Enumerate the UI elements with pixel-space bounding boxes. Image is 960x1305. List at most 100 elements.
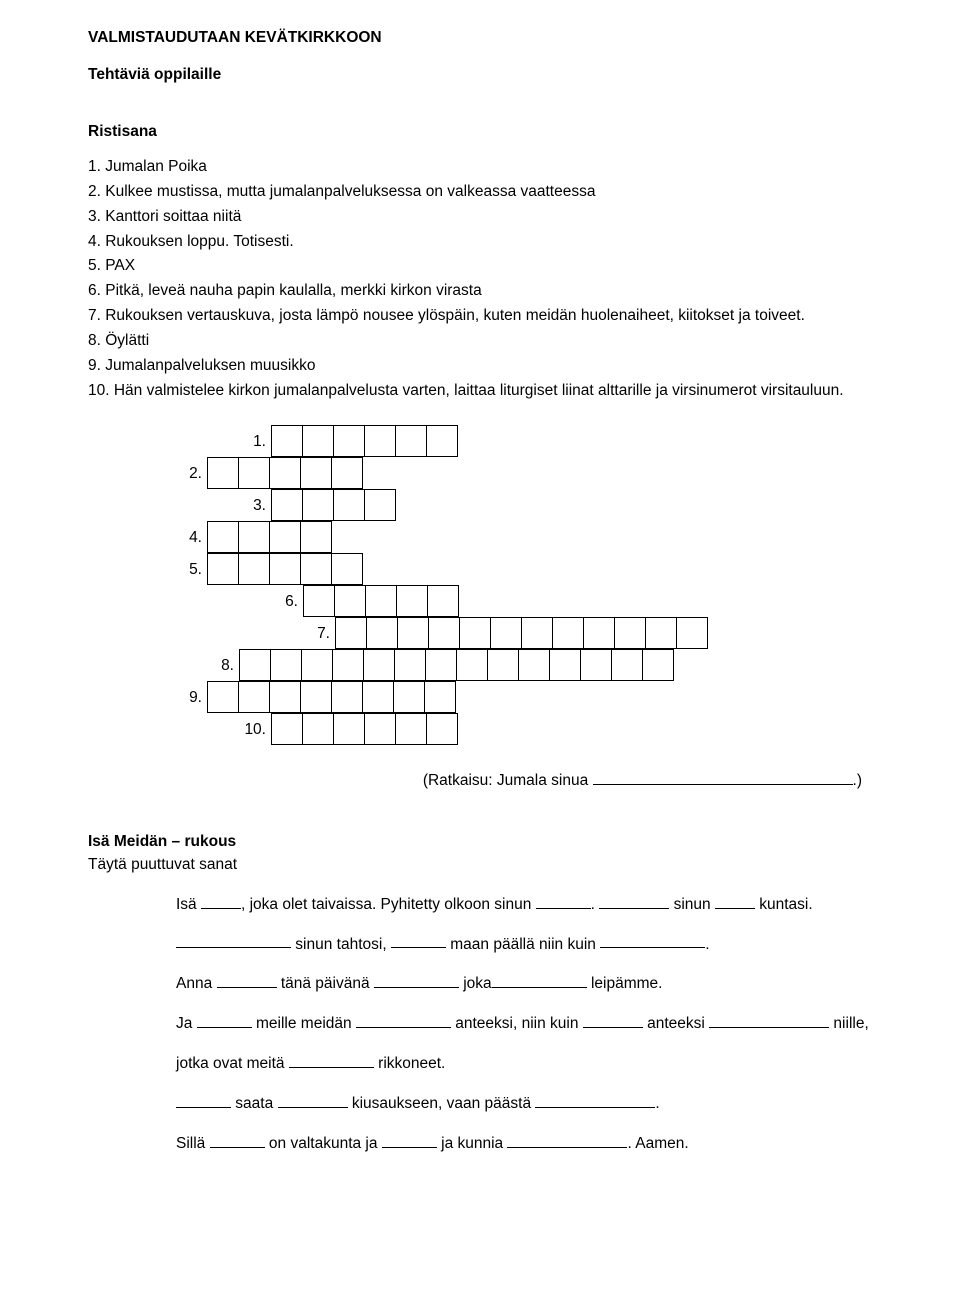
crossword-cell[interactable] bbox=[333, 425, 365, 457]
crossword-cell[interactable] bbox=[393, 681, 425, 713]
crossword-cell[interactable] bbox=[302, 489, 334, 521]
crossword-cell[interactable] bbox=[333, 713, 365, 745]
crossword-cell[interactable] bbox=[269, 521, 301, 553]
crossword-cell[interactable] bbox=[518, 649, 550, 681]
blank[interactable] bbox=[536, 894, 591, 909]
text: kiusaukseen, vaan päästä bbox=[348, 1095, 536, 1112]
grid-spacer bbox=[176, 650, 208, 682]
blank[interactable] bbox=[197, 1013, 252, 1028]
crossword-cell[interactable] bbox=[425, 649, 457, 681]
crossword-cell[interactable] bbox=[614, 617, 646, 649]
crossword-cell[interactable] bbox=[331, 553, 363, 585]
crossword-cell[interactable] bbox=[394, 649, 426, 681]
crossword-cell[interactable] bbox=[270, 649, 302, 681]
blank[interactable] bbox=[210, 1133, 265, 1148]
blank[interactable] bbox=[507, 1133, 627, 1148]
crossword-cell[interactable] bbox=[332, 649, 364, 681]
crossword-cell[interactable] bbox=[300, 521, 332, 553]
crossword-cell[interactable] bbox=[300, 457, 332, 489]
crossword-cell[interactable] bbox=[676, 617, 708, 649]
crossword-cell[interactable] bbox=[549, 649, 581, 681]
clue-4: 4. Rukouksen loppu. Totisesti. bbox=[88, 232, 872, 253]
crossword-cell[interactable] bbox=[366, 617, 398, 649]
crossword-cell[interactable] bbox=[428, 617, 460, 649]
crossword-cell[interactable] bbox=[580, 649, 612, 681]
crossword-cell[interactable] bbox=[583, 617, 615, 649]
crossword-cell[interactable] bbox=[426, 425, 458, 457]
crossword-cell[interactable] bbox=[238, 681, 270, 713]
blank[interactable] bbox=[278, 1093, 348, 1108]
crossword-cell[interactable] bbox=[271, 425, 303, 457]
crossword-cell[interactable] bbox=[238, 521, 270, 553]
crossword-cell[interactable] bbox=[207, 681, 239, 713]
crossword-cell[interactable] bbox=[487, 649, 519, 681]
crossword-cell[interactable] bbox=[269, 553, 301, 585]
crossword-cell[interactable] bbox=[611, 649, 643, 681]
crossword-cell[interactable] bbox=[269, 457, 301, 489]
crossword-cell[interactable] bbox=[426, 713, 458, 745]
crossword-cell[interactable] bbox=[238, 553, 270, 585]
crossword-cell[interactable] bbox=[364, 425, 396, 457]
crossword-cell[interactable] bbox=[302, 713, 334, 745]
crossword-cell[interactable] bbox=[333, 489, 365, 521]
blank[interactable] bbox=[599, 894, 669, 909]
page-title: VALMISTAUDUTAAN KEVÄTKIRKKOON bbox=[88, 28, 872, 49]
crossword-cell[interactable] bbox=[645, 617, 677, 649]
crossword-cell[interactable] bbox=[552, 617, 584, 649]
crossword-cell[interactable] bbox=[396, 585, 428, 617]
crossword-cell[interactable] bbox=[207, 521, 239, 553]
crossword-cell[interactable] bbox=[365, 585, 397, 617]
crossword-cell[interactable] bbox=[269, 681, 301, 713]
grid-spacer bbox=[176, 714, 208, 746]
crossword-cell[interactable] bbox=[331, 681, 363, 713]
crossword-cell[interactable] bbox=[456, 649, 488, 681]
blank[interactable] bbox=[176, 1093, 231, 1108]
crossword-cell[interactable] bbox=[302, 425, 334, 457]
blank[interactable] bbox=[289, 1053, 374, 1068]
text: sinun tahtosi, bbox=[291, 935, 391, 952]
blank[interactable] bbox=[176, 934, 291, 949]
crossword-cell[interactable] bbox=[427, 585, 459, 617]
crossword-cell[interactable] bbox=[300, 681, 332, 713]
crossword-cell[interactable] bbox=[364, 713, 396, 745]
crossword-cell[interactable] bbox=[300, 553, 332, 585]
crossword-cell[interactable] bbox=[331, 457, 363, 489]
crossword-cell[interactable] bbox=[301, 649, 333, 681]
blank[interactable] bbox=[382, 1133, 437, 1148]
crossword-cell[interactable] bbox=[395, 713, 427, 745]
blank[interactable] bbox=[492, 973, 587, 988]
text: niille, bbox=[829, 1015, 869, 1032]
crossword-cell[interactable] bbox=[521, 617, 553, 649]
grid-spacer bbox=[176, 586, 208, 618]
crossword-cell[interactable] bbox=[335, 617, 367, 649]
blank[interactable] bbox=[600, 934, 705, 949]
grid-spacer bbox=[272, 618, 304, 650]
crossword-cell[interactable] bbox=[642, 649, 674, 681]
crossword-cell[interactable] bbox=[303, 585, 335, 617]
crossword-cell[interactable] bbox=[490, 617, 522, 649]
crossword-cell[interactable] bbox=[271, 713, 303, 745]
blank[interactable] bbox=[374, 973, 459, 988]
crossword-cell[interactable] bbox=[397, 617, 429, 649]
blank[interactable] bbox=[709, 1013, 829, 1028]
crossword-cell[interactable] bbox=[238, 457, 270, 489]
crossword-cell[interactable] bbox=[362, 681, 394, 713]
crossword-cell[interactable] bbox=[334, 585, 366, 617]
solution-blank[interactable] bbox=[593, 770, 853, 785]
blank[interactable] bbox=[583, 1013, 643, 1028]
blank[interactable] bbox=[201, 894, 241, 909]
crossword-cell[interactable] bbox=[459, 617, 491, 649]
blank[interactable] bbox=[217, 973, 277, 988]
crossword-cell[interactable] bbox=[271, 489, 303, 521]
crossword-cell[interactable] bbox=[424, 681, 456, 713]
crossword-cell[interactable] bbox=[239, 649, 271, 681]
crossword-cell[interactable] bbox=[395, 425, 427, 457]
blank[interactable] bbox=[356, 1013, 451, 1028]
crossword-cell[interactable] bbox=[363, 649, 395, 681]
crossword-cell[interactable] bbox=[207, 457, 239, 489]
blank[interactable] bbox=[535, 1093, 655, 1108]
crossword-cell[interactable] bbox=[364, 489, 396, 521]
crossword-cell[interactable] bbox=[207, 553, 239, 585]
blank[interactable] bbox=[391, 934, 446, 949]
blank[interactable] bbox=[715, 894, 755, 909]
